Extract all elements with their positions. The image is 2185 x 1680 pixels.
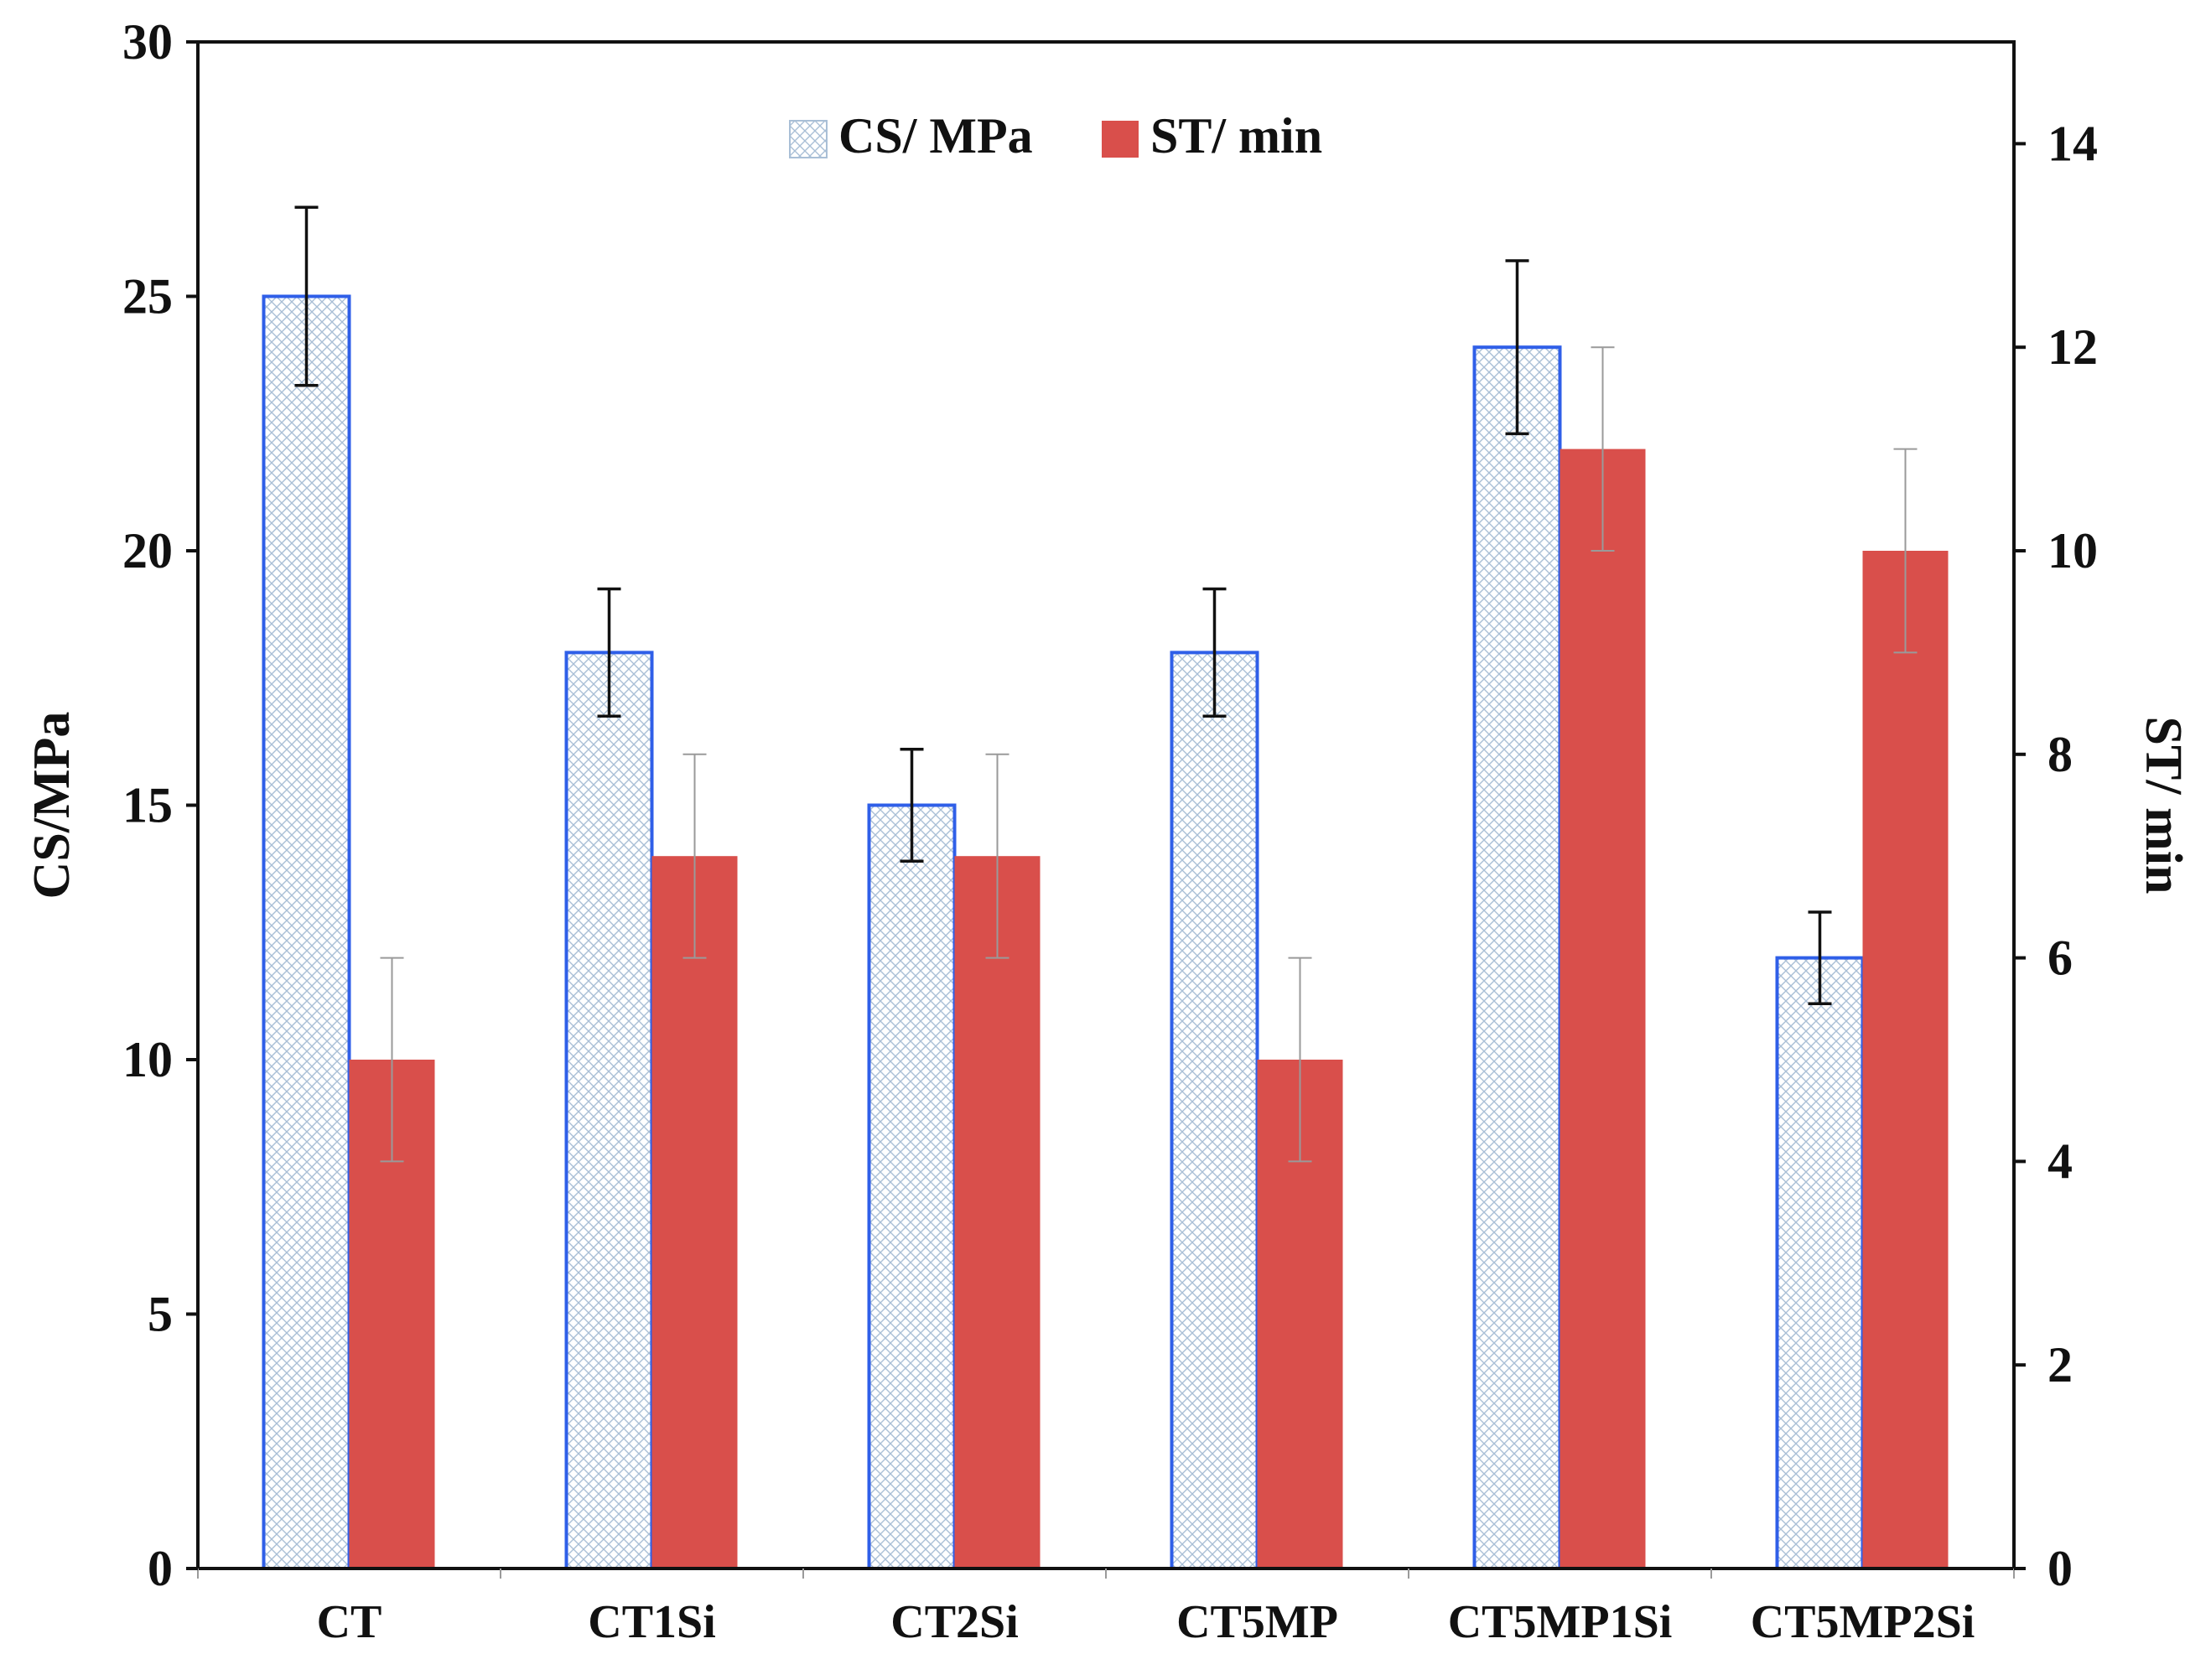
- legend-swatch-cs: [789, 120, 828, 158]
- error-bar-st-ct1si: [682, 753, 707, 959]
- x-tick-label: CT2Si: [890, 1596, 1019, 1648]
- error-bar-cs-ct5mp2si: [1808, 910, 1832, 1005]
- error-bar-cs-ct2si: [900, 747, 924, 863]
- error-bar-cs-ct: [294, 205, 319, 387]
- error-bar-cs-ct5mp1si: [1505, 259, 1529, 436]
- y2-tick-label: 8: [2047, 727, 2073, 782]
- y-tick-label: 0: [148, 1541, 173, 1596]
- x-tick-label: CT5MP: [1176, 1596, 1338, 1648]
- y2-tick-label: 2: [2047, 1337, 2073, 1392]
- legend-label-cs: CS/ MPa: [838, 108, 1033, 163]
- bar-st-ct1si: [651, 856, 738, 1569]
- error-bar-st-ct5mp: [1288, 957, 1312, 1163]
- error-bar-st-ct5mp2si: [1893, 448, 1918, 654]
- bar-st-ct2si: [954, 856, 1041, 1569]
- x-tick-label: CT5MP2Si: [1751, 1596, 1975, 1648]
- y-tick-label: 30: [122, 14, 173, 70]
- y-tick-label: 25: [122, 269, 173, 324]
- y2-tick-label: 6: [2047, 931, 2073, 986]
- error-bar-cs-ct1si: [597, 587, 621, 718]
- y2-axis-label: ST/ min: [2135, 717, 2185, 894]
- error-bar-st-ct: [380, 957, 404, 1163]
- bar-st-ct5mp2si: [1862, 551, 1949, 1569]
- error-bar-st-ct5mp1si: [1591, 346, 1615, 552]
- y2-tick-label: 12: [2047, 319, 2098, 375]
- y-tick-label: 20: [122, 523, 173, 578]
- legend-swatch-st: [1102, 121, 1139, 158]
- legend-label-st: ST/ min: [1150, 108, 1322, 163]
- bar-cs-ct1si: [564, 651, 654, 1570]
- bar-cs-ct5mp1si: [1472, 345, 1562, 1571]
- y-tick-label: 10: [122, 1032, 173, 1087]
- bar-st-ct5mp1si: [1560, 449, 1646, 1569]
- y-tick-label: 5: [148, 1287, 173, 1342]
- x-tick-label: CT1Si: [588, 1596, 716, 1648]
- plot-frame: [196, 40, 2016, 1570]
- y2-tick-label: 4: [2047, 1133, 2073, 1189]
- y2-tick-label: 10: [2047, 523, 2098, 578]
- bar-cs-ct5mp2si: [1775, 956, 1865, 1570]
- bar-cs-ct: [262, 294, 351, 1570]
- y2-tick-label: 14: [2047, 116, 2098, 171]
- error-bar-cs-ct5mp: [1202, 587, 1227, 718]
- x-tick-label: CT5MP1Si: [1448, 1596, 1673, 1648]
- bar-cs-ct2si: [867, 803, 957, 1570]
- error-bar-st-ct2si: [985, 753, 1009, 959]
- y2-tick-label: 0: [2047, 1541, 2073, 1596]
- y-axis-label: CS/MPa: [23, 712, 80, 900]
- bar-cs-ct5mp: [1170, 651, 1259, 1570]
- y-tick-label: 15: [122, 778, 173, 833]
- x-tick-label: CT: [317, 1596, 382, 1648]
